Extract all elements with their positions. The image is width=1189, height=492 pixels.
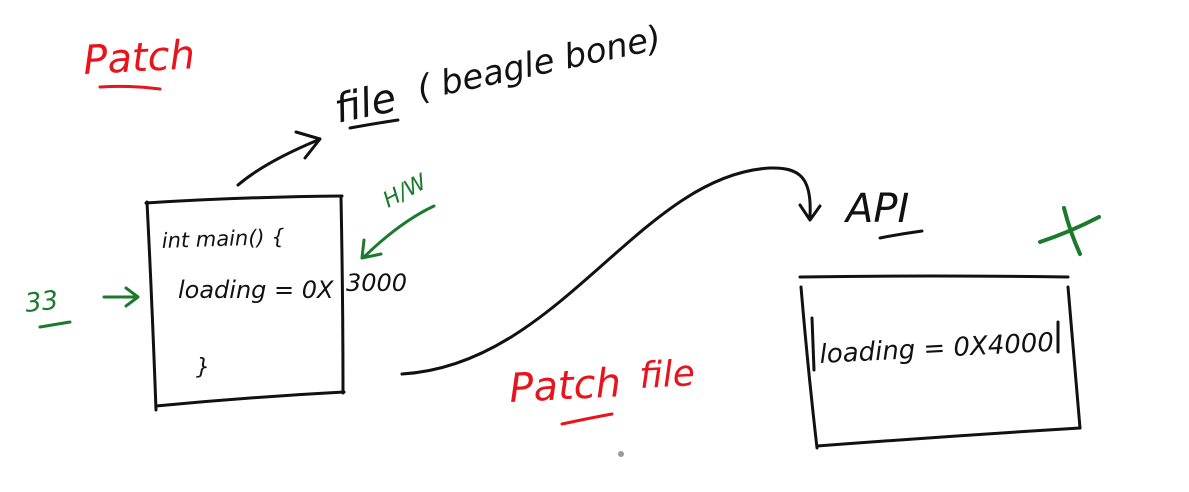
- api-box-right: [1066, 285, 1082, 430]
- patch-curve-arrow-shaft: [400, 166, 812, 376]
- hw-label: H/W: [379, 169, 432, 213]
- patch-file-label: Patch: [508, 360, 622, 412]
- api-box-top: [798, 274, 1070, 279]
- hw-arrow-shaft: [362, 204, 436, 259]
- api-label: API: [843, 186, 909, 232]
- patch-title-underline: [98, 84, 162, 91]
- source-code-box: [144, 194, 346, 412]
- patch-curve-arrow-head: [798, 203, 822, 222]
- source-line-closing: }: [196, 355, 210, 380]
- source-line-main: int main() {: [161, 225, 285, 253]
- line-33-underline: [38, 320, 72, 329]
- source-line-loading: loading = 0X: [178, 276, 334, 304]
- file-label-underline: [348, 118, 400, 130]
- patch-file-label-2: file: [638, 353, 695, 397]
- hw-arrow-head: [360, 238, 383, 260]
- api-line-loading: loading = 0X4000: [819, 328, 1055, 370]
- source-box-left: [145, 200, 158, 412]
- source-box-bottom: [154, 390, 346, 408]
- patch-title: Patch: [82, 32, 196, 84]
- patch-file-underline: [560, 412, 614, 426]
- arrow-to-file-shaft: [236, 138, 320, 187]
- beaglebone-label: ( beagle bone): [414, 18, 665, 109]
- api-box-left: [799, 285, 819, 450]
- line-33-arrow-head: [124, 286, 140, 308]
- api-line-cursor: [810, 316, 816, 372]
- api-label-underline: [878, 229, 924, 240]
- line-33-label: 33: [24, 286, 60, 319]
- api-box-bottom: [815, 426, 1082, 448]
- check-mark-icon: [1038, 206, 1101, 256]
- source-line-loading-value: 3000: [346, 269, 407, 297]
- api-box: [798, 274, 1082, 450]
- source-box-top: [144, 194, 344, 205]
- stray-dot: [618, 451, 624, 457]
- source-box-right: [339, 195, 345, 395]
- arrow-to-file-head: [294, 130, 322, 160]
